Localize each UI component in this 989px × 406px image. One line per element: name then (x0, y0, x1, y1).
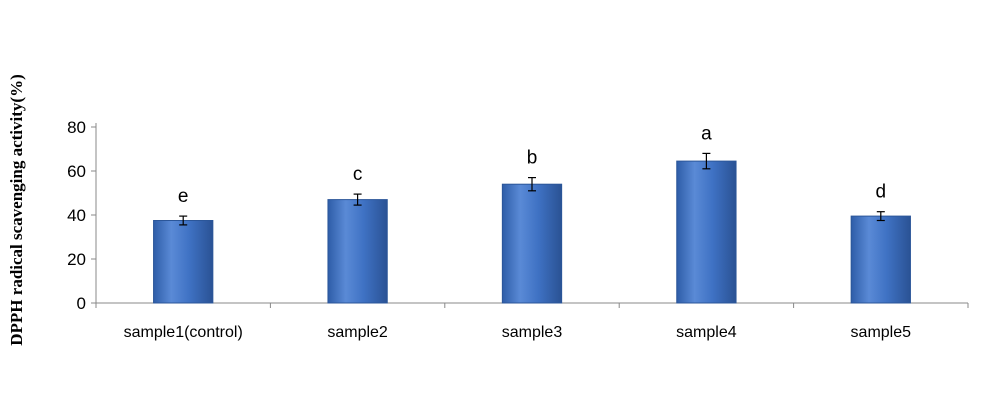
category-label-4: sample4 (676, 324, 737, 341)
category-label-3: sample3 (502, 324, 563, 341)
error-bar-5 (876, 211, 885, 222)
error-bars (179, 152, 885, 226)
y-tick-label: 20 (67, 250, 86, 269)
bar-1 (153, 220, 214, 304)
y-tick-label: 80 (67, 118, 86, 137)
significance-label-4: a (701, 123, 712, 144)
error-bar-4 (702, 152, 711, 170)
error-bar-3 (528, 177, 536, 192)
category-label-1: sample1(control) (124, 324, 243, 341)
error-bar-1 (179, 215, 188, 226)
category-label-2: sample2 (327, 324, 388, 341)
y-axis-title: DPPH radical scavenging activity(%) (7, 74, 26, 346)
bar-4 (676, 160, 737, 304)
bar-3 (501, 183, 563, 304)
significance-label-3: b (527, 148, 538, 169)
significance-label-2: c (353, 164, 363, 185)
y-tick-label: 40 (67, 206, 86, 225)
significance-label-1: e (178, 186, 189, 207)
y-tick-label: 60 (67, 162, 86, 181)
bars (153, 160, 911, 304)
significance-labels: e c b a d (178, 123, 886, 207)
bar-2 (327, 199, 388, 304)
x-axis-category-labels: sample1(control) sample2 sample3 sample4 sam… (124, 324, 912, 341)
y-tick-label: 0 (77, 294, 86, 313)
bar-5 (850, 215, 911, 304)
category-label-5: sample5 (851, 324, 912, 341)
significance-label-5: d (876, 182, 887, 203)
error-bar-2 (353, 193, 362, 206)
y-axis-ticks: 0 20 40 60 80 (67, 118, 96, 313)
